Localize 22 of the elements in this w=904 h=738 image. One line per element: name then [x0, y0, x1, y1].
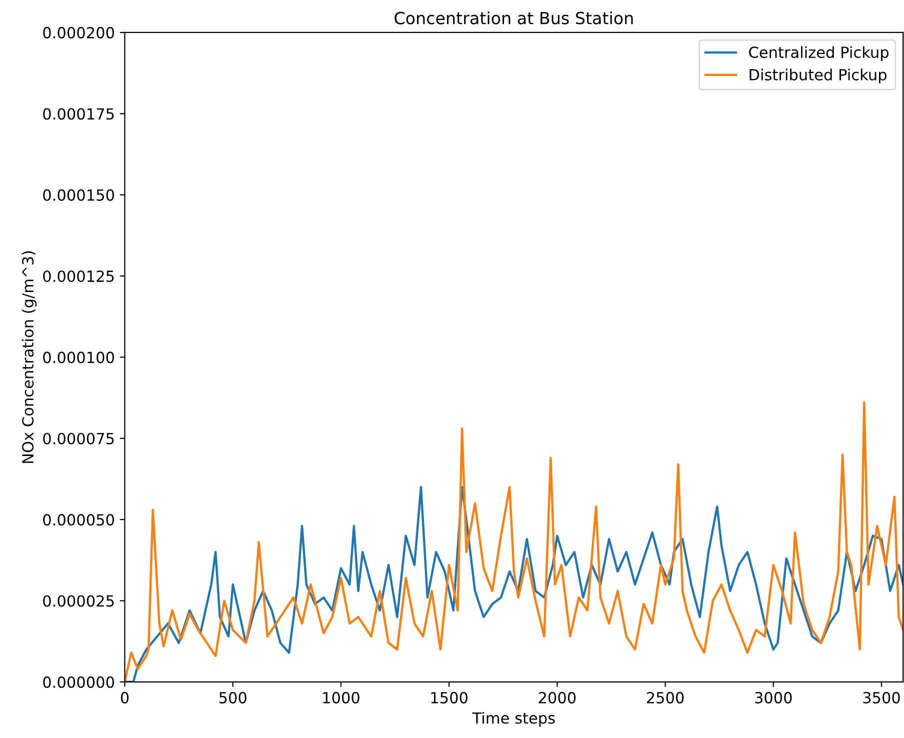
y-tick-label: 0.000000	[43, 676, 114, 688]
x-axis-title: Time steps	[472, 712, 555, 727]
x-tick-label: 1000	[323, 692, 360, 704]
x-tick-label: 2000	[538, 692, 576, 704]
legend-label: Distributed Pickup	[750, 68, 886, 84]
x-tick-label: 1500	[431, 692, 468, 704]
x-tick-label: 0	[120, 692, 129, 704]
x-tick-label: 2500	[646, 692, 684, 704]
legend-label: Centralized Pickup	[749, 46, 889, 62]
y-tick-label: 0.000125	[43, 270, 114, 282]
y-tick-label: 0.000075	[43, 432, 114, 444]
y-tick-label: 0.000200	[43, 26, 114, 38]
y-tick-label: 0.000100	[43, 352, 114, 364]
y-tick-label: 0.000050	[43, 514, 114, 526]
y-tick-label: 0.000150	[43, 189, 114, 201]
x-tick-label: 3500	[863, 692, 900, 704]
y-tick-label: 0.000175	[43, 108, 114, 120]
x-tick-label: 3000	[755, 692, 792, 704]
chart-title: Concentration at Bus Station	[394, 11, 633, 24]
x-tick-label: 500	[219, 692, 246, 704]
y-tick-label: 0.000025	[43, 595, 114, 607]
y-axis-title: NOx Concentration (g/m^3)	[22, 251, 37, 463]
